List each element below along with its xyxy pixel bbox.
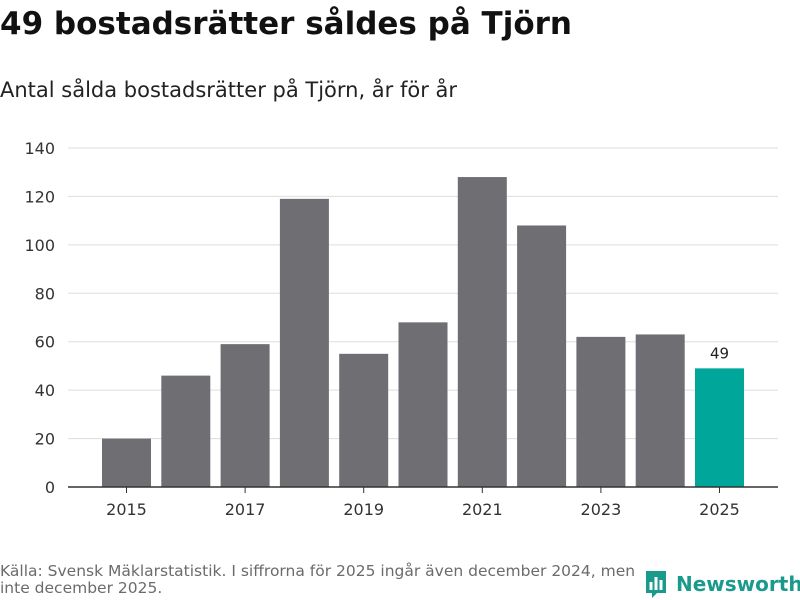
bar-2025 xyxy=(695,368,744,487)
data-labels: 49 xyxy=(710,344,729,362)
x-tick-label-2021: 2021 xyxy=(462,500,503,519)
x-tick-label-2015: 2015 xyxy=(106,500,147,519)
y-tick-label-60: 60 xyxy=(35,333,55,352)
bar-2016 xyxy=(161,375,211,487)
x-tick-label-2019: 2019 xyxy=(343,500,384,519)
bar-2023 xyxy=(576,336,626,487)
newsworthy-logo[interactable]: Newsworthy xyxy=(644,568,800,600)
y-tick-label-120: 120 xyxy=(24,187,55,206)
bars xyxy=(102,177,744,488)
y-tick-label-80: 80 xyxy=(35,284,55,303)
x-axis: 2015 2017 2019 2021 2023 2025 xyxy=(68,486,778,519)
data-label-2025: 49 xyxy=(710,344,729,362)
chart-subtitle: Antal sålda bostadsrätter på Tjörn, år f… xyxy=(0,78,458,102)
y-tick-label-100: 100 xyxy=(24,236,55,255)
bar-2017 xyxy=(220,344,270,487)
x-tick-label-2023: 2023 xyxy=(581,500,622,519)
brand-name: Newsworthy xyxy=(676,572,800,596)
bar-2021 xyxy=(457,177,507,488)
chart-title: 49 bostadsrätter såldes på Tjörn xyxy=(0,6,572,42)
bar-2015 xyxy=(102,438,151,487)
x-tick-label-2025: 2025 xyxy=(699,500,740,519)
bar-2018 xyxy=(279,198,329,487)
y-tick-label-140: 140 xyxy=(24,139,55,158)
y-axis: 0 20 40 60 80 100 120 140 xyxy=(24,139,55,497)
bar-2024 xyxy=(635,334,685,487)
y-tick-label-20: 20 xyxy=(35,430,55,449)
bar-2022 xyxy=(517,225,567,487)
bar-2020 xyxy=(398,322,448,487)
bar-2019 xyxy=(339,353,389,487)
y-tick-label-0: 0 xyxy=(45,478,55,497)
source-note: Källa: Svensk Mäklarstatistik. I siffror… xyxy=(0,562,636,597)
x-tick-label-2017: 2017 xyxy=(225,500,266,519)
y-tick-label-40: 40 xyxy=(35,381,55,400)
newsworthy-chart-icon xyxy=(646,571,666,598)
